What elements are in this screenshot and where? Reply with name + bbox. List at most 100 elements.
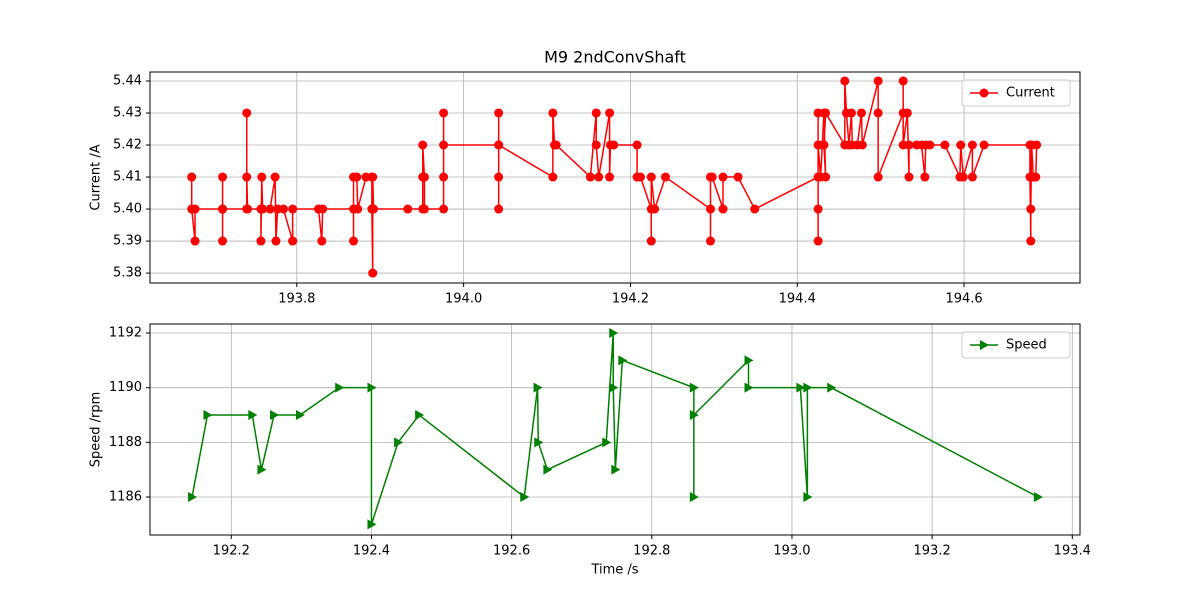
marker xyxy=(585,172,595,182)
marker xyxy=(733,172,743,182)
marker xyxy=(288,236,298,246)
y-tick-label: 5.43 xyxy=(113,105,142,120)
marker xyxy=(419,172,429,182)
marker xyxy=(533,382,543,393)
marker xyxy=(257,464,267,475)
marker xyxy=(744,382,754,393)
marker xyxy=(594,172,604,182)
marker xyxy=(265,204,275,214)
marker xyxy=(902,108,912,118)
x-tick-label: 192.4 xyxy=(353,544,390,559)
x-tick-label: 192.8 xyxy=(633,544,670,559)
marker xyxy=(190,204,200,214)
marker xyxy=(1026,236,1036,246)
marker xyxy=(718,172,728,182)
marker xyxy=(349,236,359,246)
x-tick-label: 193.0 xyxy=(773,544,810,559)
x-tick-label: 194.2 xyxy=(612,292,649,307)
marker xyxy=(318,204,328,214)
marker xyxy=(187,172,197,182)
marker xyxy=(873,76,883,86)
y-tick-label: 1192 xyxy=(109,326,142,341)
marker xyxy=(707,172,717,182)
marker xyxy=(1033,492,1043,503)
marker xyxy=(548,172,558,182)
x-tick-label: 194.6 xyxy=(945,292,982,307)
marker xyxy=(271,236,281,246)
marker xyxy=(1026,204,1036,214)
marker xyxy=(609,328,619,339)
plot-frame xyxy=(149,323,1081,536)
x-tick-label: 192.2 xyxy=(213,544,250,559)
marker xyxy=(956,140,966,150)
marker xyxy=(1032,140,1042,150)
marker xyxy=(548,108,558,118)
marker xyxy=(591,140,601,150)
marker xyxy=(403,204,413,214)
y-tick-label: 5.39 xyxy=(113,234,142,249)
marker xyxy=(278,204,288,214)
marker xyxy=(821,108,831,118)
y-tick-label: 1190 xyxy=(109,380,142,395)
marker xyxy=(367,519,377,530)
marker xyxy=(706,236,716,246)
y-axis-label: Speed /rpm xyxy=(89,392,104,468)
marker xyxy=(256,236,266,246)
marker xyxy=(689,492,699,503)
marker xyxy=(352,172,362,182)
marker xyxy=(335,382,345,393)
marker xyxy=(873,108,883,118)
marker xyxy=(650,204,660,214)
marker xyxy=(317,236,327,246)
marker xyxy=(618,355,628,366)
marker xyxy=(958,172,968,182)
marker xyxy=(242,172,252,182)
marker xyxy=(646,172,656,182)
marker xyxy=(925,140,935,150)
marker xyxy=(967,172,977,182)
marker xyxy=(605,172,615,182)
marker xyxy=(873,172,883,182)
marker xyxy=(689,382,699,393)
marker xyxy=(744,355,754,366)
marker xyxy=(646,236,656,246)
marker xyxy=(369,204,379,214)
y-tick-label: 5.38 xyxy=(113,266,142,281)
marker xyxy=(218,172,228,182)
marker xyxy=(520,492,530,503)
marker xyxy=(288,204,298,214)
marker xyxy=(609,140,619,150)
marker xyxy=(534,437,544,448)
marker xyxy=(439,204,449,214)
marker xyxy=(706,204,716,214)
marker xyxy=(689,410,699,421)
marker xyxy=(750,204,760,214)
marker xyxy=(439,172,449,182)
marker xyxy=(203,410,213,421)
x-tick-label: 193.2 xyxy=(914,544,951,559)
marker xyxy=(718,204,728,214)
marker xyxy=(494,172,504,182)
marker xyxy=(218,204,228,214)
y-tick-label: 5.40 xyxy=(113,202,142,217)
marker xyxy=(418,140,428,150)
marker xyxy=(967,140,977,150)
marker xyxy=(248,410,258,421)
marker xyxy=(258,204,268,214)
marker xyxy=(257,172,267,182)
x-tick-label: 194.4 xyxy=(779,292,816,307)
marker xyxy=(368,268,378,278)
marker xyxy=(419,204,429,214)
marker xyxy=(813,236,823,246)
marker xyxy=(840,76,850,86)
marker xyxy=(635,172,645,182)
marker xyxy=(632,140,642,150)
marker xyxy=(602,437,612,448)
marker xyxy=(394,437,404,448)
marker xyxy=(367,382,377,393)
chart-title: M9 2ndConvShaft xyxy=(544,48,686,67)
marker xyxy=(846,108,856,118)
marker xyxy=(188,492,198,503)
marker xyxy=(295,410,305,421)
